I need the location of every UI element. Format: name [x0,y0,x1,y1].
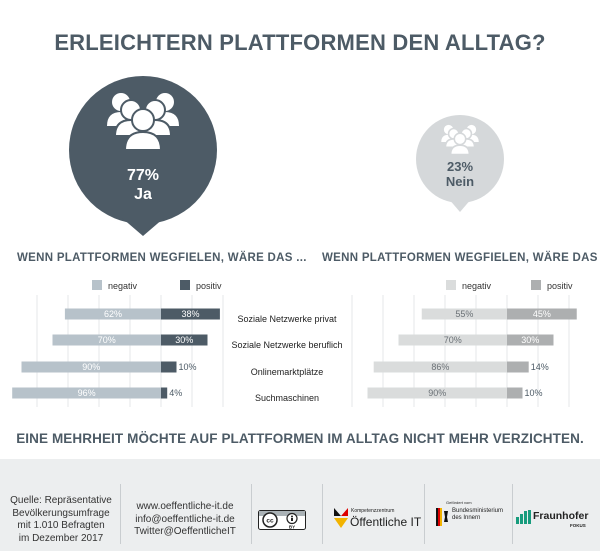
footer-divider [120,484,121,544]
legend-negativ-ja: negativ [92,280,137,291]
nein-label-negativ: 86% [431,362,449,372]
nein-bar-positiv [507,308,577,320]
legend-swatch [446,280,456,290]
fraunhofer-sub-text: FOKUS [570,523,586,528]
ja-label-positiv: 4% [169,388,182,398]
footer-divider [424,484,425,544]
source-line: mit 1.010 Befragten [17,520,105,531]
ja-label-negativ: 70% [98,335,116,345]
chart-title-nein: WENN PLATTFORMEN WEGFIELEN, WÄRE DAS ... [322,252,600,264]
nein-bar-negativ [421,308,507,320]
nein-bar-positiv [507,361,529,373]
bmi-line: Bundesministerium [452,508,504,514]
ja-label-positiv: 30% [175,335,193,345]
ja-label-negativ: 96% [78,388,96,398]
bmi-line: des Innern [452,515,481,522]
ja-bubble [69,76,217,236]
footer-divider [322,484,323,544]
legend-negativ-nein: negativ [446,280,491,291]
nein-bar-positiv [507,387,523,399]
nein-label-positiv: 30% [521,335,539,345]
ja-bar-negativ [12,387,162,399]
category-label: Soziale Netzwerke privat [237,314,337,324]
oeffit-logo-text: Öffentliche IT [350,515,422,529]
legend-swatch [531,280,541,290]
fraunhofer-logo-icon [516,510,531,524]
footer-divider [251,484,252,544]
legend-positiv-nein: positiv [531,280,573,291]
chart-title-ja: WENN PLATTFORMEN WEGFIELEN, WÄRE DAS ... [17,252,307,264]
ja-label-negativ: 62% [104,309,122,319]
nein-bubble [416,115,504,212]
footer [0,459,600,551]
email-link[interactable]: info@oeffentliche-it.de [135,513,235,525]
nein-bar-positiv [507,334,554,346]
ja-bar-negativ [21,361,161,373]
nein-label-positiv: 10% [525,388,543,398]
legend-label: negativ [462,281,492,291]
ja-percent: 77% [126,167,160,184]
bmi-logo-text: Bundesministerium des Innern [452,508,503,522]
ja-bar-positiv [161,387,168,399]
ja-label: Ja [134,186,152,203]
federal-eagle-icon [436,508,448,526]
answer-bubbles [69,76,504,236]
ja-bar-positiv [161,334,208,346]
fraunhofer-logo-text: Fraunhofer [533,510,589,522]
nein-bar-negativ [398,334,507,346]
nein-label-positiv: 45% [533,309,551,319]
footer-source: Quelle: Repräsentative Bevölkerungsumfra… [6,495,116,545]
legend-swatch [180,280,190,290]
ja-bar-positiv [161,308,220,320]
nein-label-negativ: 70% [444,335,462,345]
legend-label: negativ [108,281,138,291]
page-title: ERLEICHTERN PLATTFORMEN DEN ALLTAG? [54,30,546,55]
people-icon [107,93,179,151]
cc-icon [262,512,278,528]
ja-bar-negativ [52,334,161,346]
bmi-small-text: Gefördert vom [446,500,472,505]
ja-label-positiv: 10% [179,362,197,372]
category-label: Suchmaschinen [254,393,320,403]
legend-label: positiv [196,281,222,291]
svg-text:cc: cc [266,518,274,525]
source-line: Quelle: Repräsentative [10,495,112,506]
nein-bar-negativ [367,387,507,399]
legend-swatch [92,280,102,290]
cc-by-label: BY [289,525,295,530]
footer-contact: www.oeffentliche-it.de info@oeffentliche… [122,501,248,539]
oeffit-logo-icon [334,508,348,528]
category-label: Onlinemarktplätze [250,367,324,377]
twitter-link[interactable]: Twitter@OeffentlicheIT [134,526,236,537]
source-line: im Dezember 2017 [18,532,104,544]
website-link[interactable]: www.oeffentliche-it.de [136,501,234,512]
cc-license-badge: cc BY [258,510,306,530]
people-icon-small [441,124,479,156]
nein-percent: 23% [446,159,474,174]
category-label: Soziale Netzwerke beruflich [231,340,343,350]
ja-label-positiv: 38% [181,309,199,319]
footer-divider [512,484,513,544]
ja-bar-positiv [161,361,177,373]
source-line: Bevölkerungsumfrage [12,507,110,519]
ja-bar-negativ [64,308,161,320]
nein-label-negativ: 55% [455,309,473,319]
nein-label: Nein [445,174,475,189]
legend-positiv-ja: positiv [180,280,222,291]
ja-label-negativ: 90% [82,362,100,372]
diverging-bar-charts: 62% 38% 70% 30% 90% 10% 96% 4% 55% 45% 70% 30% 86% 14… [12,295,577,407]
nein-label-negativ: 90% [428,388,446,398]
summary-statement: EINE MEHRHEIT MÖCHTE AUF PLATTFORMEN IM … [16,431,584,446]
nein-bar-negativ [373,361,507,373]
legend-label: positiv [547,281,573,291]
nein-label-positiv: 14% [531,362,549,372]
oeffit-small-text: Kompetenzzentrum [351,508,395,514]
